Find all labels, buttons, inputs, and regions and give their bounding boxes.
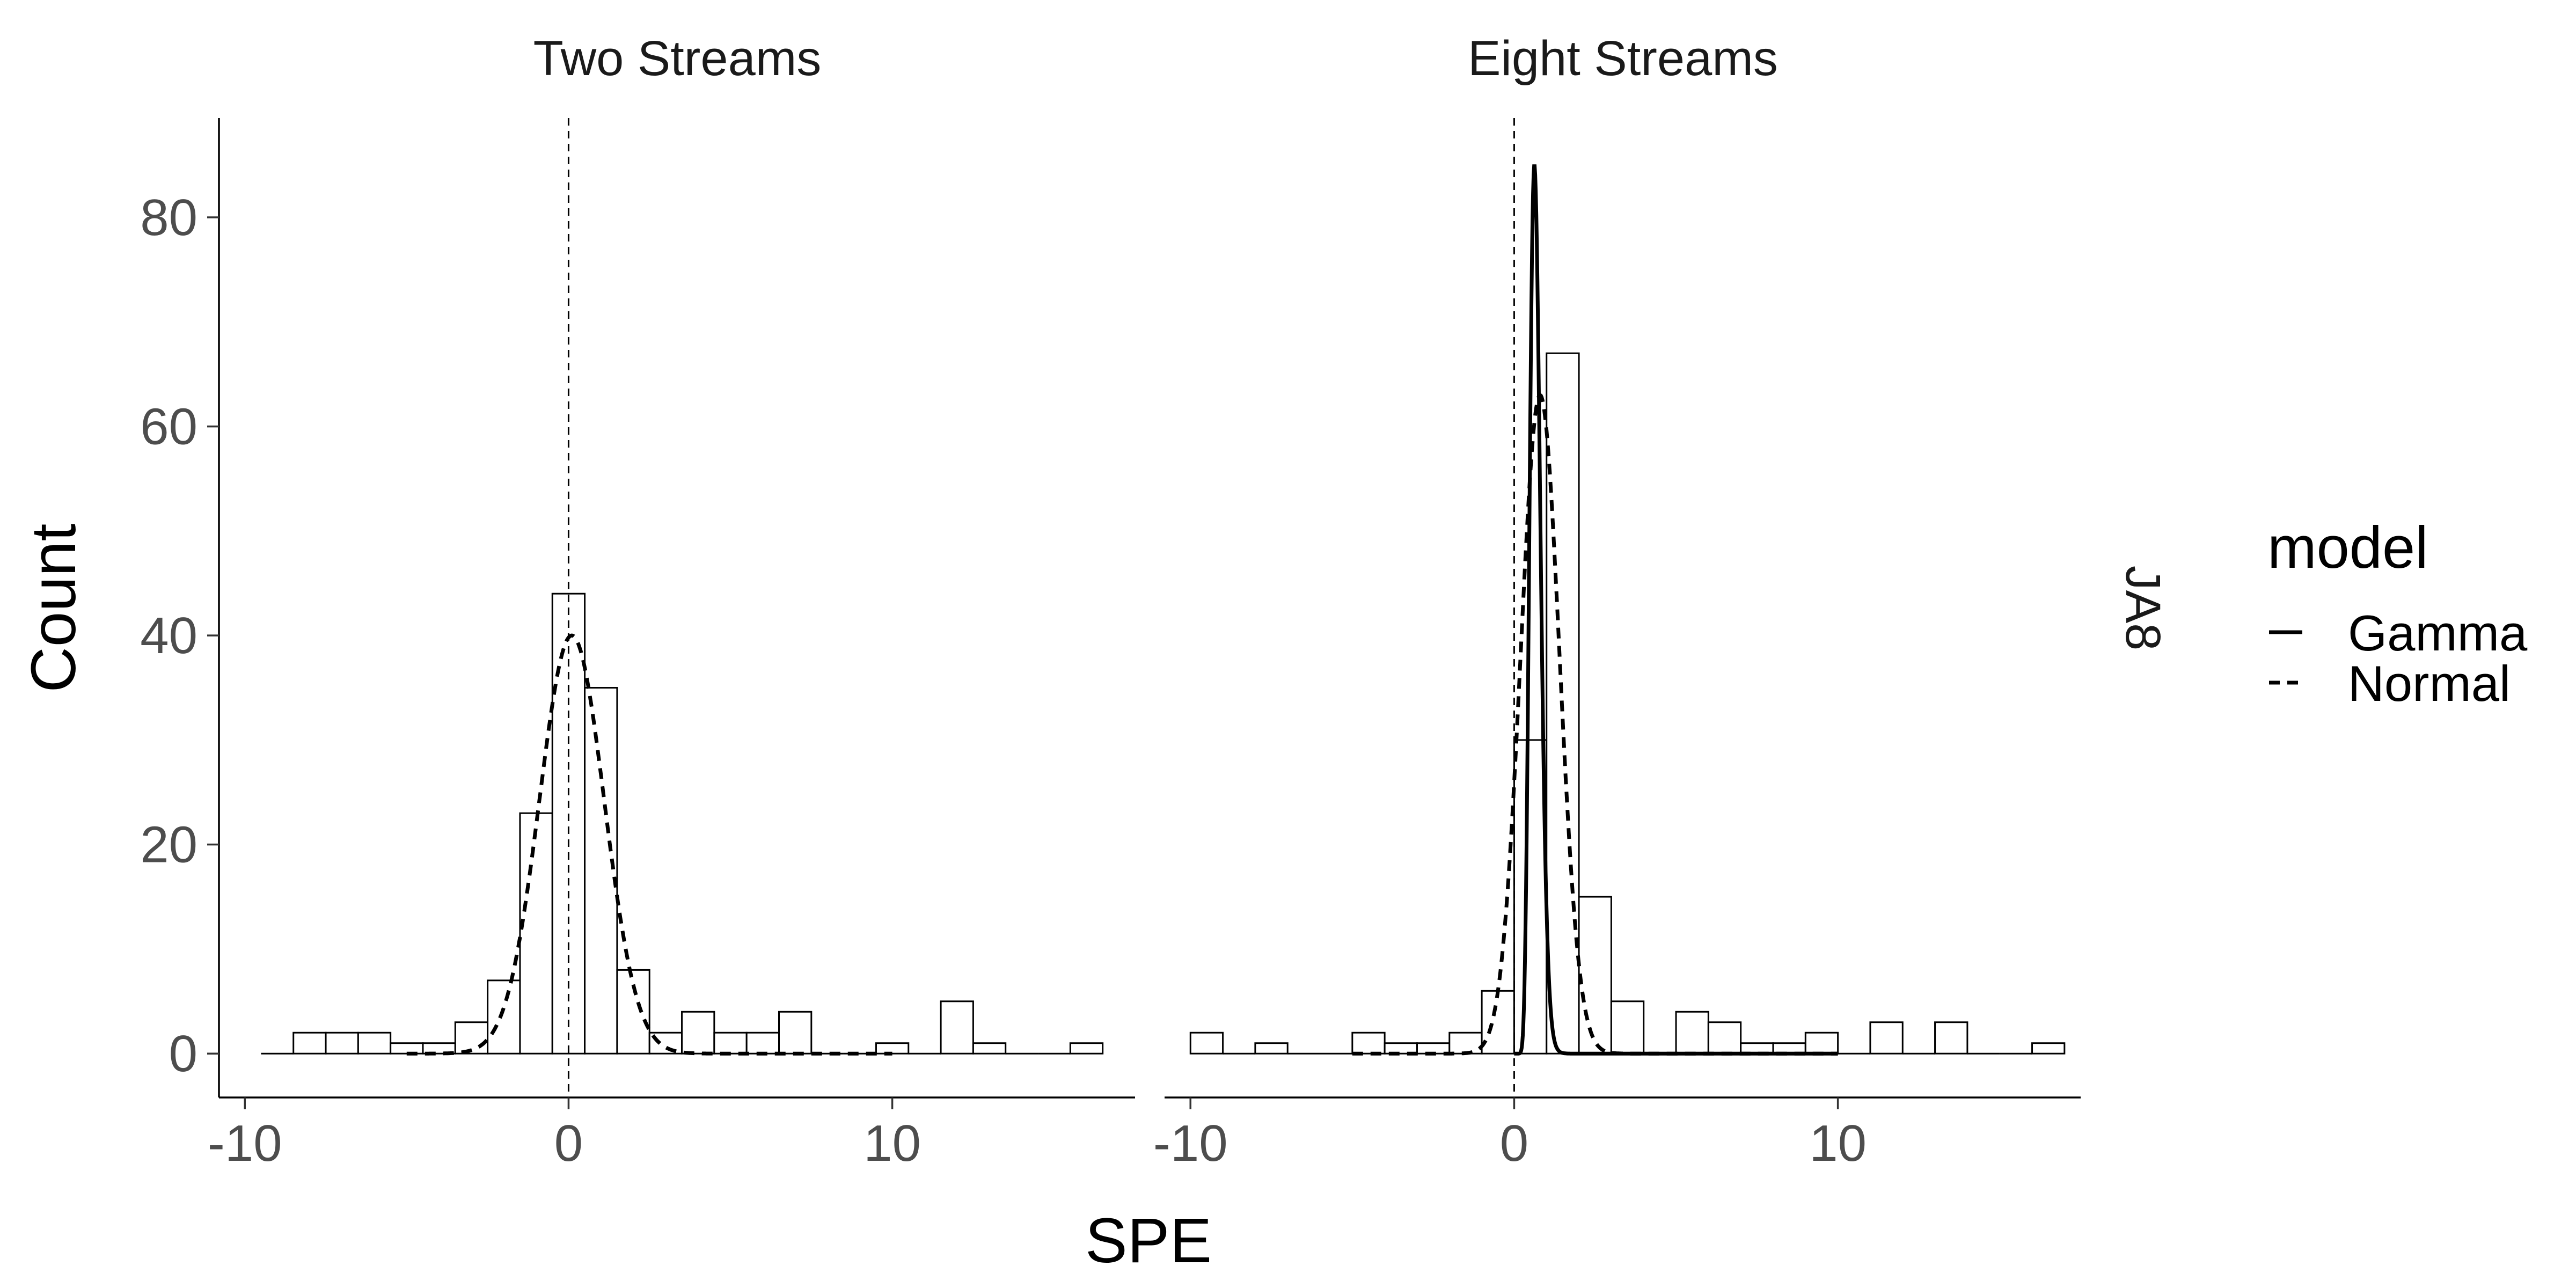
y-tick-label: 60 — [140, 398, 197, 456]
histogram-bar — [745, 1031, 780, 1055]
histogram-bar — [940, 1000, 974, 1055]
legend-title: model — [2267, 515, 2428, 581]
y-axis: 0 20 40 60 80 — [140, 118, 220, 1097]
legend: model Gamma Normal — [2267, 515, 2528, 712]
histogram-bar — [1707, 1021, 1742, 1055]
histogram-bar — [1069, 1042, 1104, 1055]
panel-eight-streams: -10 0 10 — [1153, 118, 2081, 1172]
x-tick-label: -10 — [1153, 1115, 1228, 1172]
histogram-bar — [713, 1031, 748, 1055]
histogram-bar — [584, 686, 618, 1055]
panel-title-two-streams: Two Streams — [533, 31, 822, 86]
y-tick-label: 80 — [140, 189, 197, 246]
histogram-bar — [1675, 1011, 1709, 1055]
histogram-bar — [875, 1042, 910, 1055]
histogram-bar — [1869, 1021, 1904, 1055]
histogram-bar — [616, 969, 650, 1055]
histogram-bar — [1481, 990, 1515, 1055]
legend-label-gamma: Gamma — [2348, 605, 2528, 661]
histogram-bar — [681, 1011, 715, 1055]
histogram-bar — [357, 1031, 392, 1055]
legend-label-normal: Normal — [2348, 655, 2511, 712]
histogram-bar — [1351, 1031, 1386, 1055]
x-tick-label: 10 — [863, 1115, 921, 1172]
histogram-bar — [454, 1021, 489, 1055]
histogram-bar — [778, 1011, 813, 1055]
y-tick-label: 20 — [140, 816, 197, 874]
histogram-bar — [2031, 1042, 2066, 1055]
histogram-bar — [1189, 1031, 1224, 1055]
density-curve-normal — [406, 633, 892, 1056]
histogram-bar — [1513, 739, 1548, 1055]
x-tick-label: 0 — [1500, 1115, 1528, 1172]
histogram-bar — [487, 979, 521, 1055]
histogram-bar — [1448, 1031, 1483, 1055]
histogram-bar — [292, 1031, 327, 1055]
density-curve-normal — [1352, 392, 1838, 1056]
panel-two-streams: -10 0 10 — [208, 118, 1135, 1172]
histogram-bar — [519, 812, 553, 1055]
y-tick-label: 40 — [140, 607, 197, 664]
x-tick-label: 0 — [554, 1115, 583, 1172]
y-axis-title: Count — [18, 524, 89, 693]
row-facet-label: JA8 — [2116, 566, 2170, 651]
histogram-bar — [325, 1031, 359, 1055]
panel-title-eight-streams: Eight Streams — [1468, 31, 1778, 86]
histogram-bar — [1934, 1021, 1968, 1055]
histogram-bar — [972, 1042, 1007, 1055]
x-tick-label: -10 — [208, 1115, 282, 1172]
histogram-bar — [1254, 1042, 1289, 1055]
x-tick-label: 10 — [1809, 1115, 1867, 1172]
y-tick-label: 0 — [169, 1025, 197, 1082]
histogram-bar — [1610, 1000, 1645, 1055]
histogram-bar — [1578, 896, 1612, 1055]
x-axis-title: SPE — [1085, 1205, 1212, 1276]
histogram-bar — [1804, 1031, 1839, 1055]
